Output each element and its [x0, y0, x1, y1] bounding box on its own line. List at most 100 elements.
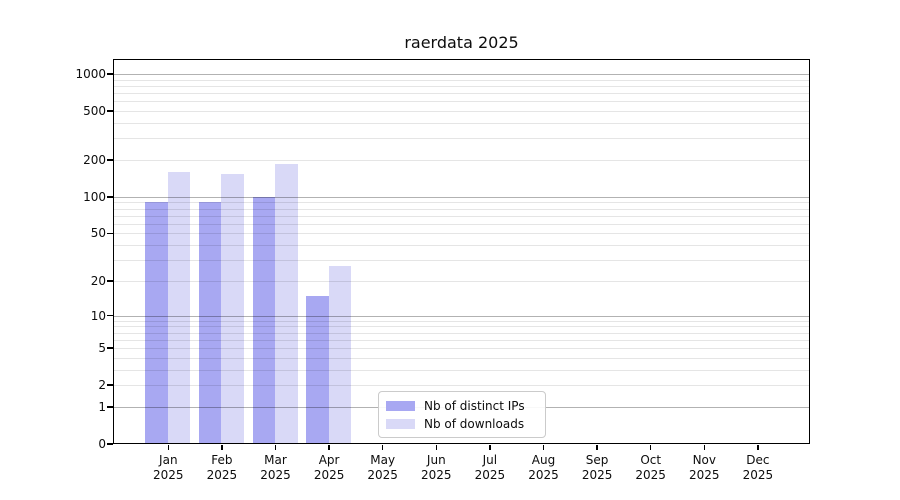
x-tick-mark-may	[381, 444, 384, 450]
legend: Nb of distinct IPs Nb of downloads	[378, 391, 546, 438]
y-tick-mark-2	[107, 384, 113, 386]
x-tick-mark-mar	[274, 444, 277, 450]
minor-gridline-5	[114, 348, 809, 350]
x-tick-label-may: May 2025	[351, 453, 415, 483]
x-tick-label-jan: Jan 2025	[136, 453, 200, 483]
y-tick-mark-20	[107, 280, 113, 282]
y-tick-label-50: 50	[90, 226, 106, 241]
minor-gridline-400	[114, 122, 809, 124]
x-tick-mark-apr	[328, 444, 330, 450]
y-tick-label-10: 10	[90, 308, 106, 323]
month-label: Jun	[426, 453, 446, 467]
y-tick-label-0: 0	[98, 437, 106, 451]
minor-gridline-70	[114, 215, 809, 217]
x-tick-label-oct: Oct 2025	[619, 453, 683, 483]
minor-gridline-2	[114, 385, 809, 387]
x-tick-label-mar: Mar 2025	[244, 453, 308, 483]
y-tick-mark-10	[107, 314, 113, 317]
year-label: 2025	[742, 468, 774, 482]
y-tick-label-5: 5	[98, 341, 106, 356]
minor-gridline-4	[114, 357, 809, 359]
year-label: 2025	[153, 468, 184, 482]
minor-gridline-6	[114, 339, 809, 341]
y-tick-mark-5	[107, 347, 113, 349]
major-gridline-10	[114, 315, 809, 317]
legend-item-downloads: Nb of downloads	[386, 415, 537, 432]
month-label: Jul	[482, 453, 498, 467]
y-tick-label-500: 500	[83, 104, 106, 119]
y-tick-mark-1000	[107, 73, 113, 75]
minor-gridline-40	[114, 245, 809, 247]
x-tick-mark-dec	[757, 444, 759, 450]
y-tick-mark-500	[107, 110, 113, 112]
year-label: 2025	[528, 468, 559, 482]
bar-downloads-jan	[167, 171, 191, 443]
month-label: Oct	[640, 453, 662, 467]
year-label: 2025	[367, 468, 398, 482]
month-label: Apr	[318, 453, 340, 467]
month-label: Jan	[159, 453, 178, 467]
month-label: Sep	[585, 453, 609, 467]
y-tick-label-20: 20	[90, 273, 106, 288]
minor-gridline-8	[114, 326, 809, 328]
x-tick-label-jul: Jul 2025	[458, 453, 522, 483]
minor-gridline-60	[114, 223, 809, 225]
minor-gridline-300	[114, 138, 809, 140]
grid-layer	[114, 60, 809, 443]
major-gridline-1000	[114, 74, 809, 75]
legend-item-distinct-ips: Nb of distinct IPs	[386, 397, 537, 414]
chart-title: raerdata 2025	[404, 33, 519, 52]
bar-distinct-ips-feb	[198, 202, 222, 443]
year-label: 2025	[689, 468, 720, 482]
month-label: May	[370, 453, 396, 467]
legend-swatch-downloads	[386, 418, 415, 429]
minor-gridline-800	[114, 85, 809, 87]
minor-gridline-80	[114, 208, 809, 210]
plot-area: Nb of distinct IPs Nb of downloads	[113, 59, 810, 444]
minor-gridline-90	[114, 202, 809, 204]
minor-gridline-9	[114, 320, 809, 322]
bar-distinct-ips-jan	[145, 202, 168, 443]
bar-distinct-ips-apr	[306, 295, 329, 443]
x-tick-mark-oct	[649, 444, 652, 450]
x-tick-mark-jul	[489, 444, 491, 450]
y-tick-mark-100	[107, 196, 113, 198]
month-label: Feb	[211, 453, 233, 467]
y-tick-mark-0	[107, 443, 113, 445]
x-tick-label-nov: Nov 2025	[672, 453, 736, 483]
major-gridline-100	[114, 196, 809, 198]
minor-gridline-900	[114, 79, 809, 81]
minor-gridline-200	[114, 159, 809, 161]
y-tick-label-200: 200	[83, 152, 106, 167]
legend-label-distinct-ips: Nb of distinct IPs	[424, 398, 525, 413]
bar-downloads-feb	[221, 173, 244, 443]
x-tick-label-apr: Apr 2025	[297, 453, 361, 483]
minor-gridline-20	[114, 280, 809, 282]
legend-label-downloads: Nb of downloads	[424, 416, 525, 431]
year-label: 2025	[260, 468, 291, 482]
minor-gridline-3	[114, 369, 809, 371]
bar-distinct-ips-mar	[252, 196, 275, 443]
y-tick-label-2: 2	[98, 378, 106, 393]
x-tick-mark-sep	[596, 444, 598, 450]
month-label: Aug	[531, 453, 556, 467]
x-tick-mark-aug	[542, 444, 545, 450]
x-tick-mark-nov	[703, 444, 706, 450]
bar-downloads-mar	[275, 164, 298, 443]
year-label: 2025	[474, 468, 506, 482]
y-tick-mark-1	[107, 406, 113, 408]
bars-layer	[114, 60, 809, 443]
minor-gridline-500	[114, 111, 809, 113]
month-label: Nov	[692, 453, 716, 467]
y-tick-mark-200	[107, 159, 113, 161]
minor-gridline-30	[114, 260, 809, 262]
x-tick-label-dec: Dec 2025	[726, 453, 790, 483]
x-tick-label-jun: Jun 2025	[404, 453, 468, 483]
bar-downloads-apr	[328, 265, 352, 443]
minor-gridline-7	[114, 332, 809, 334]
month-label: Dec	[746, 453, 770, 467]
x-tick-mark-jun	[435, 444, 438, 450]
minor-gridline-700	[114, 93, 809, 95]
minor-gridline-600	[114, 101, 809, 103]
year-label: 2025	[581, 468, 613, 482]
